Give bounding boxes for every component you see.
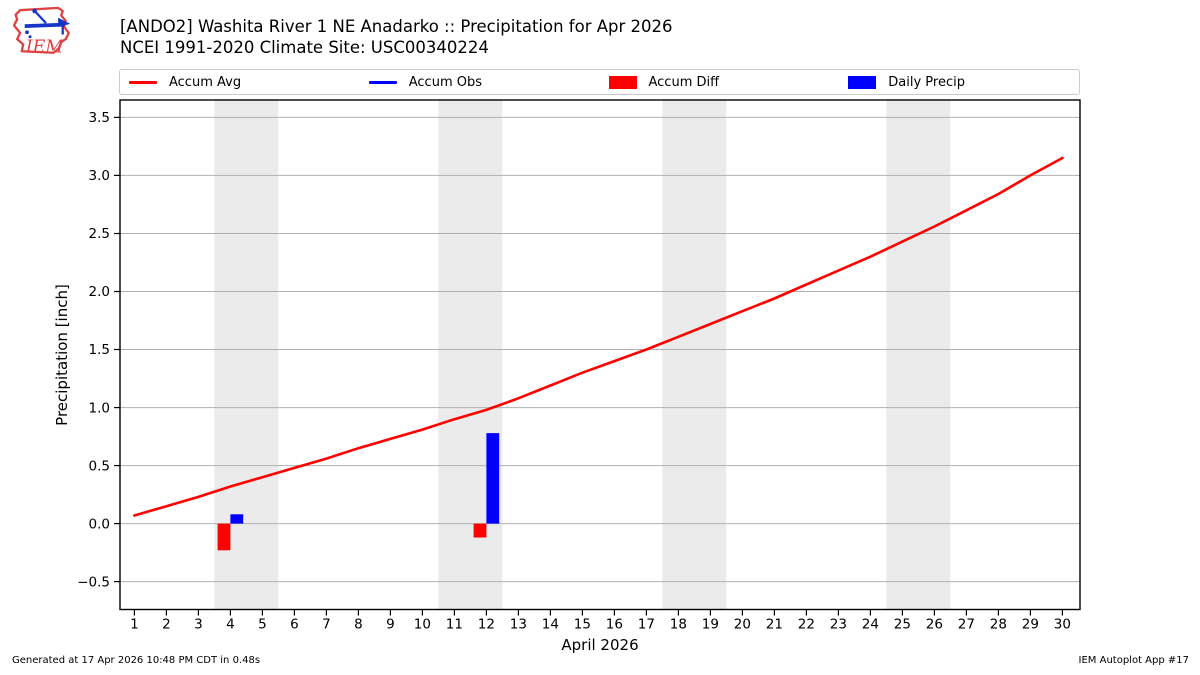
legend-item-accum-avg: Accum Avg [120, 75, 360, 90]
chart-header: [ANDO2] Washita River 1 NE Anadarko :: P… [120, 16, 673, 58]
x-tick-label: 5 [258, 617, 267, 633]
logo-text: IEM [25, 38, 65, 58]
iem-logo: IEM [12, 6, 71, 58]
x-tick-label: 8 [354, 617, 363, 633]
y-tick-label: 2.5 [89, 226, 110, 242]
x-tick-label: 13 [510, 617, 527, 633]
app-credit: IEM Autoplot App #17 [1078, 655, 1189, 666]
iowa-outline [12, 6, 70, 54]
daily-precip-box-swatch [848, 75, 877, 89]
chart-title: [ANDO2] Washita River 1 NE Anadarko :: P… [120, 17, 673, 36]
y-axis-label: Precipitation [inch] [53, 284, 71, 426]
x-tick-label: 18 [670, 617, 687, 633]
y-tick-label: 2.0 [89, 284, 110, 300]
x-tick-label: 9 [386, 617, 395, 633]
x-tick-label: 16 [606, 617, 623, 633]
x-tick-label: 30 [1054, 617, 1071, 633]
accum-avg-line [133, 156, 1064, 517]
chart-legend: Accum Avg Accum Obs Accum Diff Daily Pre… [119, 69, 1080, 95]
x-tick-label: 22 [798, 617, 815, 633]
x-tick-label: 10 [414, 617, 431, 633]
x-tick-label: 23 [830, 617, 847, 633]
x-tick-label: 12 [478, 617, 495, 633]
x-tick-label: 26 [926, 617, 943, 633]
y-tick-label: 3.5 [89, 110, 110, 126]
x-tick-label: 29 [1022, 617, 1039, 633]
x-tick-label: 6 [290, 617, 299, 633]
plot-border [119, 99, 1081, 611]
daily-precip-bar [230, 514, 244, 524]
accum-diff-bar [217, 523, 231, 551]
accum-diff-box-swatch [608, 75, 637, 89]
x-tick-label: 7 [322, 617, 331, 633]
legend-item-daily-precip: Daily Precip [839, 75, 1079, 90]
x-tick-label: 3 [194, 617, 203, 633]
y-tick-label: 0.0 [89, 516, 110, 532]
daily-precip-bar [486, 433, 500, 524]
weekend-band [662, 100, 727, 610]
accum-obs-line-swatch [368, 80, 397, 84]
x-tick-label: 4 [226, 617, 235, 633]
legend-label: Accum Diff [648, 74, 720, 90]
x-tick-label: 25 [894, 617, 911, 633]
y-tick-label: 1.0 [89, 400, 110, 416]
legend-item-accum-obs: Accum Obs [360, 75, 600, 90]
x-tick-label: 2 [162, 617, 171, 633]
x-tick-label: 11 [446, 617, 463, 633]
x-tick-label: 19 [702, 617, 719, 633]
weather-vane-icon [24, 8, 71, 39]
x-tick-label: 21 [766, 617, 783, 633]
accum-diff-bar [473, 523, 487, 538]
x-axis-label: April 2026 [561, 636, 639, 654]
weekend-band [886, 100, 951, 610]
accum-avg-line-swatch [129, 80, 157, 84]
x-tick-label: 14 [542, 617, 559, 633]
y-tick-label: 1.5 [89, 342, 110, 358]
legend-label: Accum Avg [169, 74, 242, 90]
x-tick-label: 24 [862, 617, 879, 633]
y-tick-label: 0.5 [89, 458, 110, 474]
legend-label: Daily Precip [888, 74, 965, 90]
legend-item-accum-diff: Accum Diff [600, 75, 840, 90]
chart-subtitle: NCEI 1991-2020 Climate Site: USC00340224 [120, 38, 489, 57]
generated-timestamp: Generated at 17 Apr 2026 10:48 PM CDT in… [12, 655, 261, 666]
x-tick-label: 27 [958, 617, 975, 633]
x-tick-label: 28 [990, 617, 1007, 633]
y-tick-label: −0.5 [77, 574, 110, 590]
x-tick-label: 17 [638, 617, 655, 633]
weekend-band [438, 100, 503, 610]
y-tick-label: 3.0 [89, 168, 110, 184]
x-tick-label: 20 [734, 617, 751, 633]
legend-label: Accum Obs [408, 74, 483, 90]
x-tick-label: 1 [130, 617, 139, 633]
x-tick-label: 15 [574, 617, 591, 633]
